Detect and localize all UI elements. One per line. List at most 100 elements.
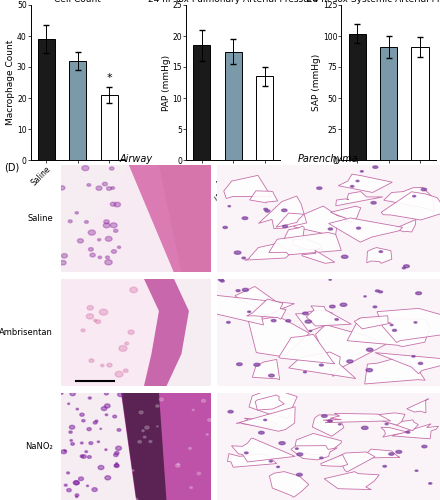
Polygon shape [62,279,159,386]
Polygon shape [365,357,425,384]
Circle shape [379,291,382,293]
Circle shape [60,260,66,265]
Circle shape [362,426,368,430]
Circle shape [81,442,83,444]
Circle shape [416,292,422,294]
Polygon shape [121,392,212,500]
Polygon shape [144,279,189,386]
Circle shape [93,422,97,424]
Polygon shape [347,318,429,346]
Polygon shape [249,191,278,203]
Circle shape [159,398,163,401]
Circle shape [379,251,382,252]
Circle shape [303,312,308,314]
Circle shape [70,392,75,396]
Circle shape [192,409,194,410]
Circle shape [119,346,127,352]
Circle shape [415,470,418,472]
Circle shape [75,494,79,496]
Circle shape [176,464,180,467]
Polygon shape [292,236,323,250]
Circle shape [87,184,91,186]
Polygon shape [236,406,295,432]
Bar [193,46,210,160]
Circle shape [98,238,101,241]
Polygon shape [389,420,418,431]
Circle shape [145,426,149,429]
Title: 24 hr Tox Systemic Arterial Pressure: 24 hr Tox Systemic Arterial Pressure [307,0,440,4]
Circle shape [97,441,99,442]
Circle shape [64,450,66,452]
Circle shape [114,202,121,207]
Circle shape [105,260,112,265]
Circle shape [304,372,306,373]
Circle shape [142,430,144,432]
Circle shape [101,406,107,410]
Circle shape [189,448,191,450]
Circle shape [68,403,70,404]
Circle shape [125,342,129,345]
Polygon shape [375,352,440,374]
Circle shape [242,288,249,292]
Circle shape [88,248,93,251]
Y-axis label: SAP (mmHg): SAP (mmHg) [312,54,321,111]
Circle shape [80,413,84,416]
Polygon shape [252,360,280,380]
Circle shape [360,170,363,172]
Circle shape [103,182,107,186]
Polygon shape [329,452,375,472]
Circle shape [223,226,227,228]
Circle shape [403,265,409,268]
Polygon shape [295,310,342,332]
Circle shape [392,330,396,332]
Circle shape [104,220,109,224]
Polygon shape [269,232,341,255]
Polygon shape [354,316,391,329]
Circle shape [68,220,72,222]
Circle shape [74,481,79,484]
Circle shape [279,442,285,444]
Circle shape [139,411,143,414]
Circle shape [105,476,110,480]
Circle shape [92,488,97,492]
Circle shape [59,186,65,190]
Polygon shape [242,418,276,428]
Circle shape [82,420,85,422]
Circle shape [80,455,84,458]
Polygon shape [276,213,304,227]
Circle shape [429,482,432,484]
Circle shape [254,364,260,366]
Circle shape [64,484,67,486]
Circle shape [297,474,302,476]
Circle shape [218,278,223,280]
Title: Cell Count: Cell Count [55,0,101,4]
Circle shape [383,466,386,467]
Circle shape [375,290,379,292]
Circle shape [366,368,373,372]
Polygon shape [315,324,386,376]
Circle shape [206,434,208,436]
Polygon shape [207,295,294,325]
Circle shape [90,253,95,257]
Circle shape [81,329,85,332]
Polygon shape [289,352,356,378]
Circle shape [116,462,117,464]
Circle shape [402,268,405,269]
Polygon shape [279,334,335,364]
Circle shape [328,420,332,422]
Y-axis label: PAP (mmHg): PAP (mmHg) [162,54,171,110]
Polygon shape [269,472,309,498]
Circle shape [75,212,78,214]
Polygon shape [312,415,344,436]
Circle shape [282,209,287,212]
Text: (D): (D) [4,162,20,172]
Circle shape [100,428,102,430]
Polygon shape [363,449,400,458]
Polygon shape [377,308,440,342]
Circle shape [421,188,426,191]
Circle shape [412,356,415,357]
Bar [224,52,242,160]
Circle shape [96,186,102,190]
Circle shape [422,446,427,448]
Circle shape [116,446,121,450]
